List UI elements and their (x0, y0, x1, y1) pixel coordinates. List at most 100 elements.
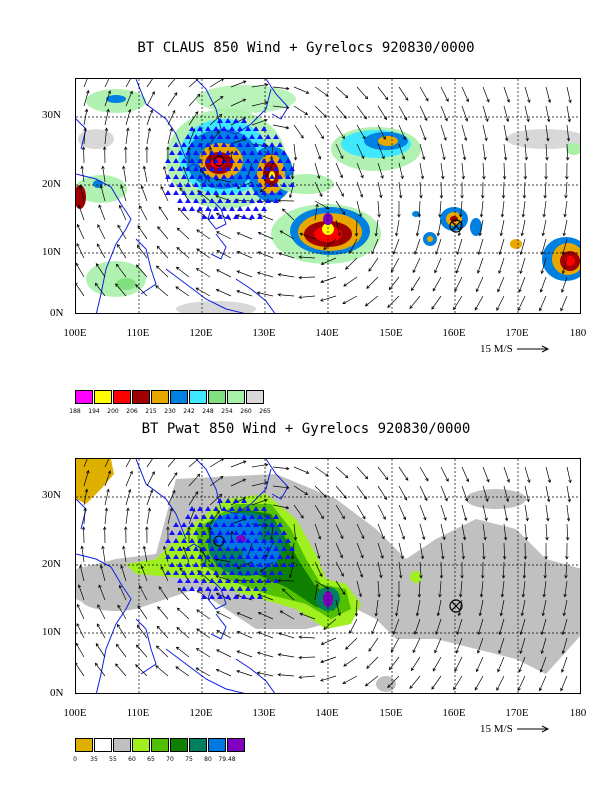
gyre-location-triangle (201, 166, 207, 171)
colorbar-tick-label: 215 (145, 408, 157, 415)
colorbar-swatch (94, 738, 112, 752)
wind-vector (520, 219, 526, 237)
panel1-gyre-center (213, 155, 225, 167)
gyre-location-triangle (253, 570, 259, 575)
wind-vector (335, 580, 346, 595)
gyre-location-triangle (201, 214, 207, 219)
wind-vector (196, 628, 211, 639)
gyre-location-triangle (205, 158, 211, 163)
wind-vector (182, 546, 190, 563)
gyre-location-triangle (233, 594, 239, 599)
wind-vector (524, 504, 529, 522)
wind-vector (538, 675, 547, 692)
wind-vector (256, 271, 274, 278)
gyre-location-triangle (225, 134, 231, 139)
wind-vector (236, 232, 253, 240)
wind-vector (482, 162, 486, 180)
wind-vector (356, 580, 362, 598)
panel2-wind-vectors (76, 459, 572, 692)
gyre-location-triangle (193, 150, 199, 155)
wind-vector (419, 504, 427, 521)
gyre-location-triangle (197, 522, 203, 527)
wind-vector (395, 599, 400, 617)
wind-vector (335, 105, 347, 119)
wind-vector (155, 665, 169, 677)
gyre-location-triangle (285, 538, 291, 543)
gyre-location-triangle (193, 182, 199, 187)
gyre-location-triangle (257, 214, 263, 219)
wind-vector (320, 295, 337, 302)
wind-vector (524, 124, 529, 142)
wind-vector (176, 607, 190, 620)
wind-vector (281, 208, 295, 221)
wind-vector (158, 586, 169, 601)
wind-vector (392, 618, 400, 635)
gyre-location-triangle (189, 570, 195, 575)
wind-vector (455, 257, 463, 274)
wind-vector (314, 105, 327, 118)
gyre-location-triangle (249, 182, 255, 187)
wind-vector (520, 599, 526, 617)
colorbar-swatch (113, 390, 131, 404)
gyre-location-triangle (193, 578, 199, 583)
wind-vector (538, 295, 547, 312)
wind-vector (120, 185, 127, 202)
gyre-location-triangle (189, 126, 195, 131)
wind-vector (230, 98, 247, 107)
wind-vector (523, 162, 528, 180)
wind-vector (524, 523, 528, 541)
gyre-location-triangle (257, 182, 263, 187)
gyre-location-triangle (233, 198, 239, 203)
wind-vector (368, 637, 379, 652)
wind-vector (566, 504, 571, 522)
wind-vector (478, 219, 484, 237)
wind-vector (545, 466, 552, 484)
wind-vector (482, 86, 490, 103)
wind-vector (155, 265, 169, 278)
wind-vector (209, 510, 220, 525)
gyre-location-triangle (273, 546, 279, 551)
panel1-lon-label-160e: 160E (442, 327, 466, 339)
gyre-location-triangle (249, 166, 255, 171)
gyre-location-triangle (237, 142, 243, 147)
gyre-location-triangle (193, 530, 199, 535)
wind-vector (83, 459, 88, 468)
gyre-location-triangle (241, 150, 247, 155)
wind-vector (209, 130, 220, 145)
gyre-location-triangle (281, 530, 287, 535)
gyre-location-triangle (177, 150, 183, 155)
panel2-gridlines (76, 459, 580, 693)
wind-vector (545, 86, 552, 104)
wind-vector (157, 606, 169, 620)
gyre-location-triangle (205, 506, 211, 511)
gyre-location-triangle (265, 514, 271, 519)
colorbar-swatch (208, 390, 226, 404)
wind-vector (278, 632, 295, 639)
wind-vector (314, 523, 322, 540)
gyre-location-triangle (177, 198, 183, 203)
wind-vector (522, 561, 527, 579)
gyre-location-triangle (241, 594, 247, 599)
gyre-location-triangle (185, 182, 191, 187)
wind-vector (335, 200, 346, 215)
wind-vector (356, 86, 369, 100)
wind-vector (377, 504, 386, 520)
wind-vector (440, 86, 449, 102)
wind-vector (440, 124, 447, 141)
wind-vector (545, 523, 549, 541)
wind-vector (398, 542, 404, 560)
gyre-location-triangle (177, 546, 183, 551)
gyre-location-triangle (185, 150, 191, 155)
wind-vector (398, 485, 408, 501)
wind-vector (397, 580, 401, 598)
colorbar-tick-label: 80 (204, 756, 212, 763)
wind-vector (94, 282, 106, 297)
gyre-location-triangle (185, 166, 191, 171)
wind-vector (272, 485, 290, 490)
gyre-location-triangle (241, 118, 247, 123)
wind-vector (561, 637, 568, 655)
gyre-location-triangle (193, 546, 199, 551)
wind-vector (461, 504, 468, 522)
colorbar-tick-label: 254 (221, 408, 233, 415)
wind-vector (500, 580, 505, 598)
